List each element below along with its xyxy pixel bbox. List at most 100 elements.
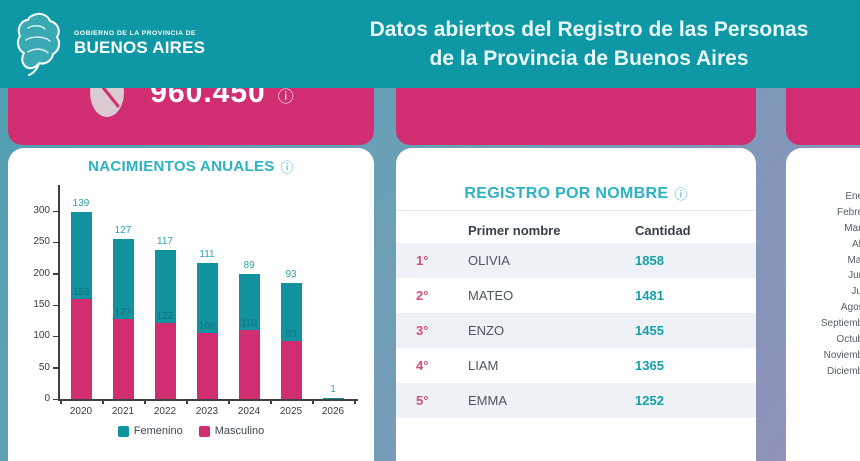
legend-swatch bbox=[117, 425, 129, 437]
y-tick-label: 200 bbox=[33, 267, 50, 279]
x-category-label: 2025 bbox=[279, 406, 303, 417]
month-label: Abril bbox=[851, 238, 860, 250]
month-label: Febrero bbox=[836, 206, 860, 218]
y-tick bbox=[53, 210, 58, 212]
brand-text: GOBIERNO DE LA PROVINCIA DE BUENOS AIRES bbox=[74, 30, 205, 58]
count-cell: 1858 bbox=[635, 253, 664, 268]
month-label: Julio bbox=[851, 286, 860, 298]
legend-label: Masculino bbox=[214, 425, 265, 437]
names-ranking-title-text: REGISTRO POR NOMBRE bbox=[464, 184, 669, 202]
table-row: 5° EMMA 1252 bbox=[396, 383, 756, 418]
column-header-count: Cantidad bbox=[635, 223, 691, 238]
bar-value-femenino: 127 bbox=[114, 225, 132, 236]
table-row: 2° MATEO 1481 bbox=[396, 278, 756, 313]
annual-births-title: NACIMIENTOS ANUALES ⓘ bbox=[8, 157, 374, 176]
info-icon[interactable]: ⓘ bbox=[277, 89, 294, 106]
y-tick-label: 0 bbox=[44, 393, 50, 404]
rank-cell: 5° bbox=[416, 393, 429, 408]
count-cell: 1365 bbox=[635, 358, 664, 373]
name-cell: OLIVIA bbox=[468, 253, 510, 268]
bar-masculino bbox=[154, 323, 176, 399]
bar-masculino bbox=[280, 341, 302, 399]
annual-births-title-text: NACIMIENTOS ANUALES bbox=[88, 158, 275, 175]
bar-masculino bbox=[112, 319, 134, 399]
y-axis bbox=[58, 185, 60, 399]
legend-label: Femenino bbox=[133, 425, 183, 437]
y-tick-label: 50 bbox=[38, 361, 50, 373]
month-label: Junio bbox=[848, 270, 860, 282]
province-map-logo bbox=[16, 12, 61, 76]
month-label: Octubre bbox=[836, 334, 860, 346]
bar-value-femenino: 89 bbox=[243, 260, 255, 271]
names-table-body: 1° OLIVIA 1858 2° MATEO 1481 3° ENZO 1455 4° LIAM 1… bbox=[396, 243, 756, 418]
y-tick bbox=[53, 398, 58, 400]
births-chart: 0 50 100 150 200 250 300 139 159 2020 127 127 2021 11… bbox=[8, 148, 374, 461]
count-cell: 1455 bbox=[635, 323, 664, 338]
x-tick bbox=[354, 399, 356, 404]
month-axis-labels: Enero Febrero Marzo Abril Mayo Junio Julio Agos… bbox=[790, 189, 860, 380]
x-tick bbox=[60, 399, 62, 404]
bar-femenino bbox=[112, 239, 134, 319]
x-tick bbox=[312, 399, 314, 404]
y-tick bbox=[53, 304, 58, 306]
bar-value-femenino: 1 bbox=[330, 384, 336, 395]
table-row: 1° OLIVIA 1858 bbox=[396, 243, 756, 278]
y-tick bbox=[53, 273, 58, 275]
bar-value-masculino: 110 bbox=[241, 318, 257, 329]
legend-swatch bbox=[198, 425, 210, 437]
annual-births-card: NACIMIENTOS ANUALES ⓘ 0 50 100 150 200 250 300… bbox=[8, 148, 374, 461]
bar-femenino bbox=[196, 263, 218, 333]
y-tick-label: 150 bbox=[33, 299, 50, 310]
y-tick bbox=[53, 367, 58, 369]
name-cell: ENZO bbox=[468, 323, 505, 338]
info-icon[interactable]: ⓘ bbox=[674, 187, 688, 202]
info-icon[interactable]: ⓘ bbox=[280, 160, 294, 175]
legend-item[interactable]: Masculino bbox=[198, 425, 265, 437]
chart-legend: Femenino Masculino bbox=[8, 425, 374, 437]
x-category-label: 2026 bbox=[321, 406, 345, 417]
month-label: Enero bbox=[845, 191, 860, 202]
page-title-line1: Datos abiertos del Registro de las Perso… bbox=[369, 17, 809, 41]
bar-femenino bbox=[154, 250, 176, 323]
table-row: 4° LIAM 1365 bbox=[396, 348, 756, 383]
month-label: Marzo bbox=[844, 222, 860, 234]
monthly-births-card: Enero Febrero Marzo Abril Mayo Junio Julio Agos… bbox=[786, 148, 860, 461]
bar-value-femenino: 139 bbox=[72, 198, 90, 209]
x-tick bbox=[270, 399, 272, 404]
brand-line2: BUENOS AIRES bbox=[74, 38, 206, 57]
y-tick-label: 250 bbox=[33, 236, 50, 248]
month-label: Mayo bbox=[847, 254, 860, 266]
brand-line1: GOBIERNO DE LA PROVINCIA DE bbox=[74, 30, 196, 37]
table-row: 3° ENZO 1455 bbox=[396, 313, 756, 348]
month-label: Agosto bbox=[840, 302, 860, 314]
rank-cell: 2° bbox=[416, 288, 429, 303]
app-header: GOBIERNO DE LA PROVINCIA DE BUENOS AIRES… bbox=[0, 0, 860, 88]
month-label: Septiembre bbox=[820, 318, 860, 330]
count-cell: 1481 bbox=[635, 288, 664, 303]
column-header-name: Primer nombre bbox=[468, 223, 561, 238]
bar-value-femenino: 93 bbox=[285, 269, 297, 280]
names-ranking-title: REGISTRO POR NOMBRE ⓘ bbox=[396, 184, 756, 203]
x-category-label: 2021 bbox=[111, 406, 135, 417]
legend-item[interactable]: Femenino bbox=[117, 425, 183, 437]
bar-femenino bbox=[280, 283, 302, 341]
y-tick-label: 100 bbox=[33, 330, 50, 342]
bar-masculino bbox=[196, 333, 218, 399]
name-cell: MATEO bbox=[468, 288, 514, 303]
rank-cell: 1° bbox=[416, 253, 429, 268]
x-tick bbox=[144, 399, 146, 404]
names-table-header: Primer nombre Cantidad bbox=[396, 218, 756, 243]
bar-value-masculino: 106 bbox=[198, 321, 216, 332]
bar-value-masculino: 127 bbox=[114, 307, 132, 318]
bar-masculino bbox=[238, 330, 260, 399]
month-label: Diciembre bbox=[826, 365, 860, 377]
names-ranking-card: REGISTRO POR NOMBRE ⓘ Primer nombre Cant… bbox=[396, 148, 756, 461]
y-tick-label: 300 bbox=[33, 205, 50, 216]
bar-value-femenino: 111 bbox=[199, 249, 215, 260]
x-category-label: 2023 bbox=[195, 406, 219, 417]
month-label: Noviembre bbox=[823, 349, 860, 361]
x-category-label: 2024 bbox=[237, 406, 261, 417]
bar-masculino bbox=[70, 299, 92, 399]
rank-cell: 4° bbox=[416, 358, 429, 373]
